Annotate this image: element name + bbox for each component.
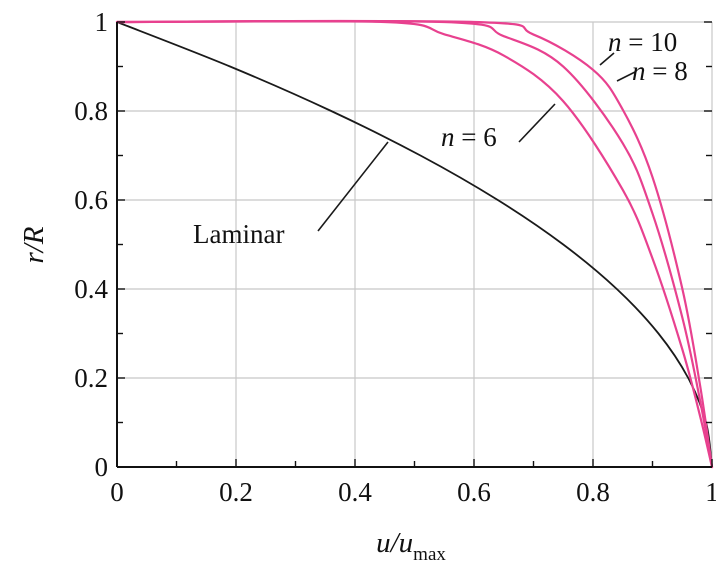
series-line-n-10 bbox=[115, 19, 714, 469]
y-tick-label: 1 bbox=[95, 7, 109, 37]
leader-n10 bbox=[599, 52, 615, 66]
tick-labels: 0 0.2 0.4 0.6 0.8 1 0 0.2 0.4 0.6 0.8 1 bbox=[74, 7, 716, 507]
annotation-n6: n = 6 bbox=[441, 122, 497, 152]
axes bbox=[116, 21, 713, 468]
y-tick-label: 0.2 bbox=[74, 363, 108, 393]
annotation-laminar: Laminar bbox=[193, 219, 284, 249]
x-tick-label: 0.6 bbox=[457, 477, 491, 507]
y-tick-label: 0 bbox=[95, 452, 109, 482]
curves bbox=[115, 19, 714, 469]
y-tick-label: 0.4 bbox=[74, 274, 108, 304]
x-tick-label: 0.8 bbox=[576, 477, 610, 507]
annotation-n8: n = 8 bbox=[632, 56, 688, 86]
y-axis-title: r/R bbox=[18, 226, 50, 263]
x-axis-title: u/umax bbox=[376, 527, 446, 562]
x-tick-label: 0.4 bbox=[338, 477, 372, 507]
annotation-n10: n = 10 bbox=[608, 27, 677, 57]
leader-laminar bbox=[317, 141, 389, 232]
y-tick-label: 0.8 bbox=[74, 96, 108, 126]
x-tick-label: 1 bbox=[705, 477, 716, 507]
leader-n6 bbox=[518, 103, 556, 143]
series-line-laminar bbox=[116, 21, 713, 468]
x-tick-label: 0 bbox=[110, 477, 124, 507]
leader-n8 bbox=[616, 71, 636, 82]
x-tick-label: 0.2 bbox=[219, 477, 253, 507]
y-tick-label: 0.6 bbox=[74, 185, 108, 215]
